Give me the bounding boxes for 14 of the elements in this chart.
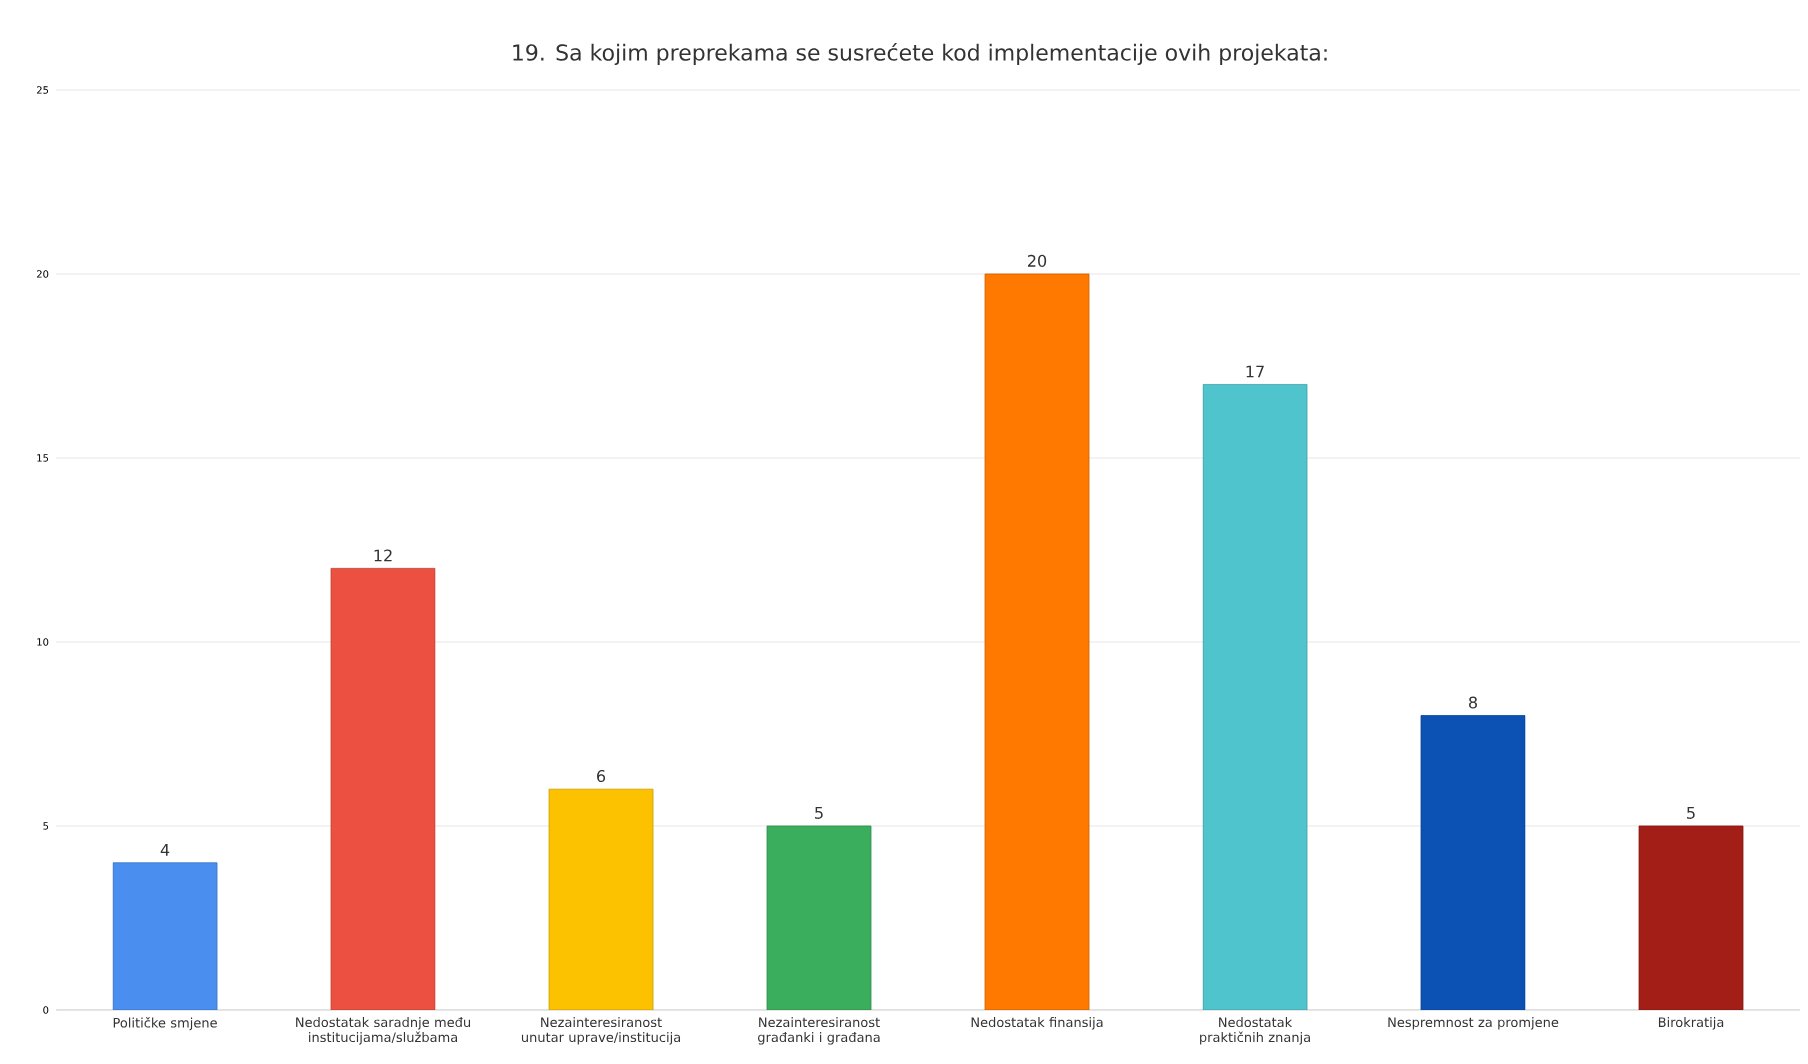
data-label: 8 — [1469, 696, 1478, 709]
data-label: 6 — [597, 769, 606, 783]
bar — [1202, 383, 1308, 1010]
chart-title: 19. Sa kojim preprekama se susrećete kod implementacije ovih projekata: — [513, 42, 1327, 66]
bar — [984, 273, 1090, 1010]
data-label: 5 — [1687, 807, 1695, 819]
data-label: 20 — [1027, 254, 1047, 267]
data-label: 4 — [160, 844, 170, 856]
data-label: 5 — [815, 807, 823, 819]
data-label: 12 — [374, 549, 392, 562]
bar — [112, 862, 218, 1010]
bar — [1420, 715, 1526, 1010]
data-label: 17 — [1246, 365, 1264, 378]
bar — [1638, 825, 1744, 1010]
